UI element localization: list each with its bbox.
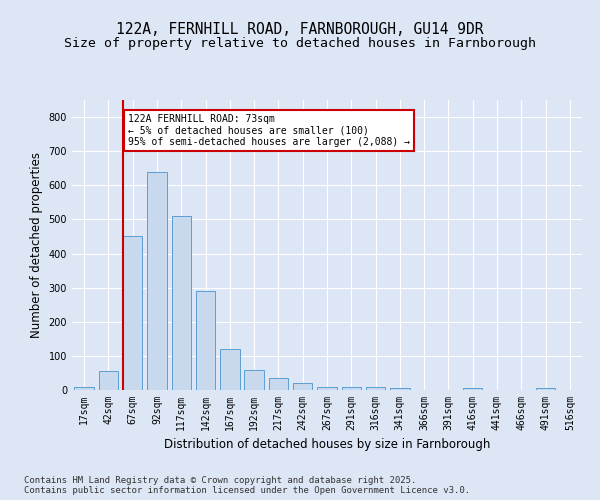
Bar [536,388,555,390]
X-axis label: Distribution of detached houses by size in Farnborough: Distribution of detached houses by size … [164,438,490,452]
Bar [196,291,215,390]
Bar [123,236,142,390]
Text: Contains HM Land Registry data © Crown copyright and database right 2025.
Contai: Contains HM Land Registry data © Crown c… [24,476,470,495]
Bar [147,172,167,390]
Text: 122A, FERNHILL ROAD, FARNBOROUGH, GU14 9DR: 122A, FERNHILL ROAD, FARNBOROUGH, GU14 9… [116,22,484,38]
Bar [366,388,385,390]
Bar [74,386,94,390]
Bar [317,386,337,390]
Text: 122A FERNHILL ROAD: 73sqm
← 5% of detached houses are smaller (100)
95% of semi-: 122A FERNHILL ROAD: 73sqm ← 5% of detach… [128,114,410,147]
Bar [269,378,288,390]
Bar [220,349,239,390]
Text: Size of property relative to detached houses in Farnborough: Size of property relative to detached ho… [64,38,536,51]
Bar [463,388,482,390]
Bar [390,388,410,390]
Bar [341,388,361,390]
Y-axis label: Number of detached properties: Number of detached properties [30,152,43,338]
Bar [172,216,191,390]
Bar [293,383,313,390]
Bar [99,371,118,390]
Bar [244,370,264,390]
